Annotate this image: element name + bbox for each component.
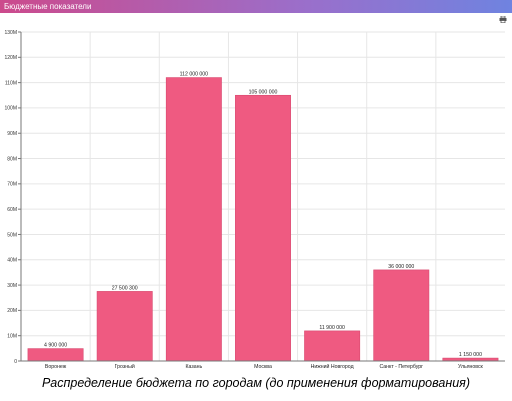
widget-header: Бюджетные показатели xyxy=(0,0,512,13)
chart-canvas: 0 10M 20M 30M 40M 50M 60M 70M 80M 90M 100M 110M 120M… xyxy=(4,30,505,370)
bar[interactable] xyxy=(373,269,430,362)
widget-title: Бюджетные показатели xyxy=(4,2,92,11)
y-tick-label: 70M xyxy=(7,182,17,188)
bar[interactable] xyxy=(165,77,222,362)
y-tick-label: 0 xyxy=(14,359,17,365)
y-tick-label: 30M xyxy=(7,283,17,289)
data-label: 1 150 000 xyxy=(459,352,482,358)
y-tick-label: 20M xyxy=(7,308,17,314)
data-label: 112 000 000 xyxy=(180,72,209,78)
data-label: 105 000 000 xyxy=(249,89,278,95)
y-tick-label: 80M xyxy=(7,156,17,162)
chart-caption: Распределение бюджета по городам (до при… xyxy=(41,376,471,390)
y-tick-label: 60M xyxy=(7,207,17,213)
category-label: Ульяновск xyxy=(458,364,484,370)
data-label: 11 900 000 xyxy=(319,325,345,331)
data-label: 27 500 300 xyxy=(112,285,138,291)
y-tick-label: 130M xyxy=(4,30,17,36)
data-label: 4 900 000 xyxy=(44,343,67,349)
printer-icon[interactable] xyxy=(499,16,507,23)
budget-chart: 0 10M 20M 30M 40M 50M 60M 70M 80M 90M 100M 110M 120M… xyxy=(0,26,512,371)
data-label: 36 000 000 xyxy=(388,264,414,270)
bar[interactable] xyxy=(27,348,84,362)
category-label: Казань xyxy=(186,364,203,370)
y-tick-label: 10M xyxy=(7,333,17,339)
y-tick-label: 110M xyxy=(5,80,17,86)
y-tick-label: 50M xyxy=(7,232,17,238)
bar[interactable] xyxy=(304,330,361,362)
category-label: Воронеж xyxy=(45,364,67,370)
bar[interactable] xyxy=(235,94,291,362)
y-tick-label: 120M xyxy=(4,55,17,61)
y-tick-label: 40M xyxy=(7,258,17,264)
category-label: Нижний Новгород xyxy=(311,363,354,370)
y-tick-label: 90M xyxy=(7,131,17,137)
category-label: Москва xyxy=(254,364,272,370)
bar[interactable] xyxy=(96,291,153,362)
category-label: Санкт - Петербург xyxy=(379,364,423,370)
category-label: Грозный xyxy=(115,363,135,370)
y-tick-label: 100M xyxy=(4,106,17,112)
